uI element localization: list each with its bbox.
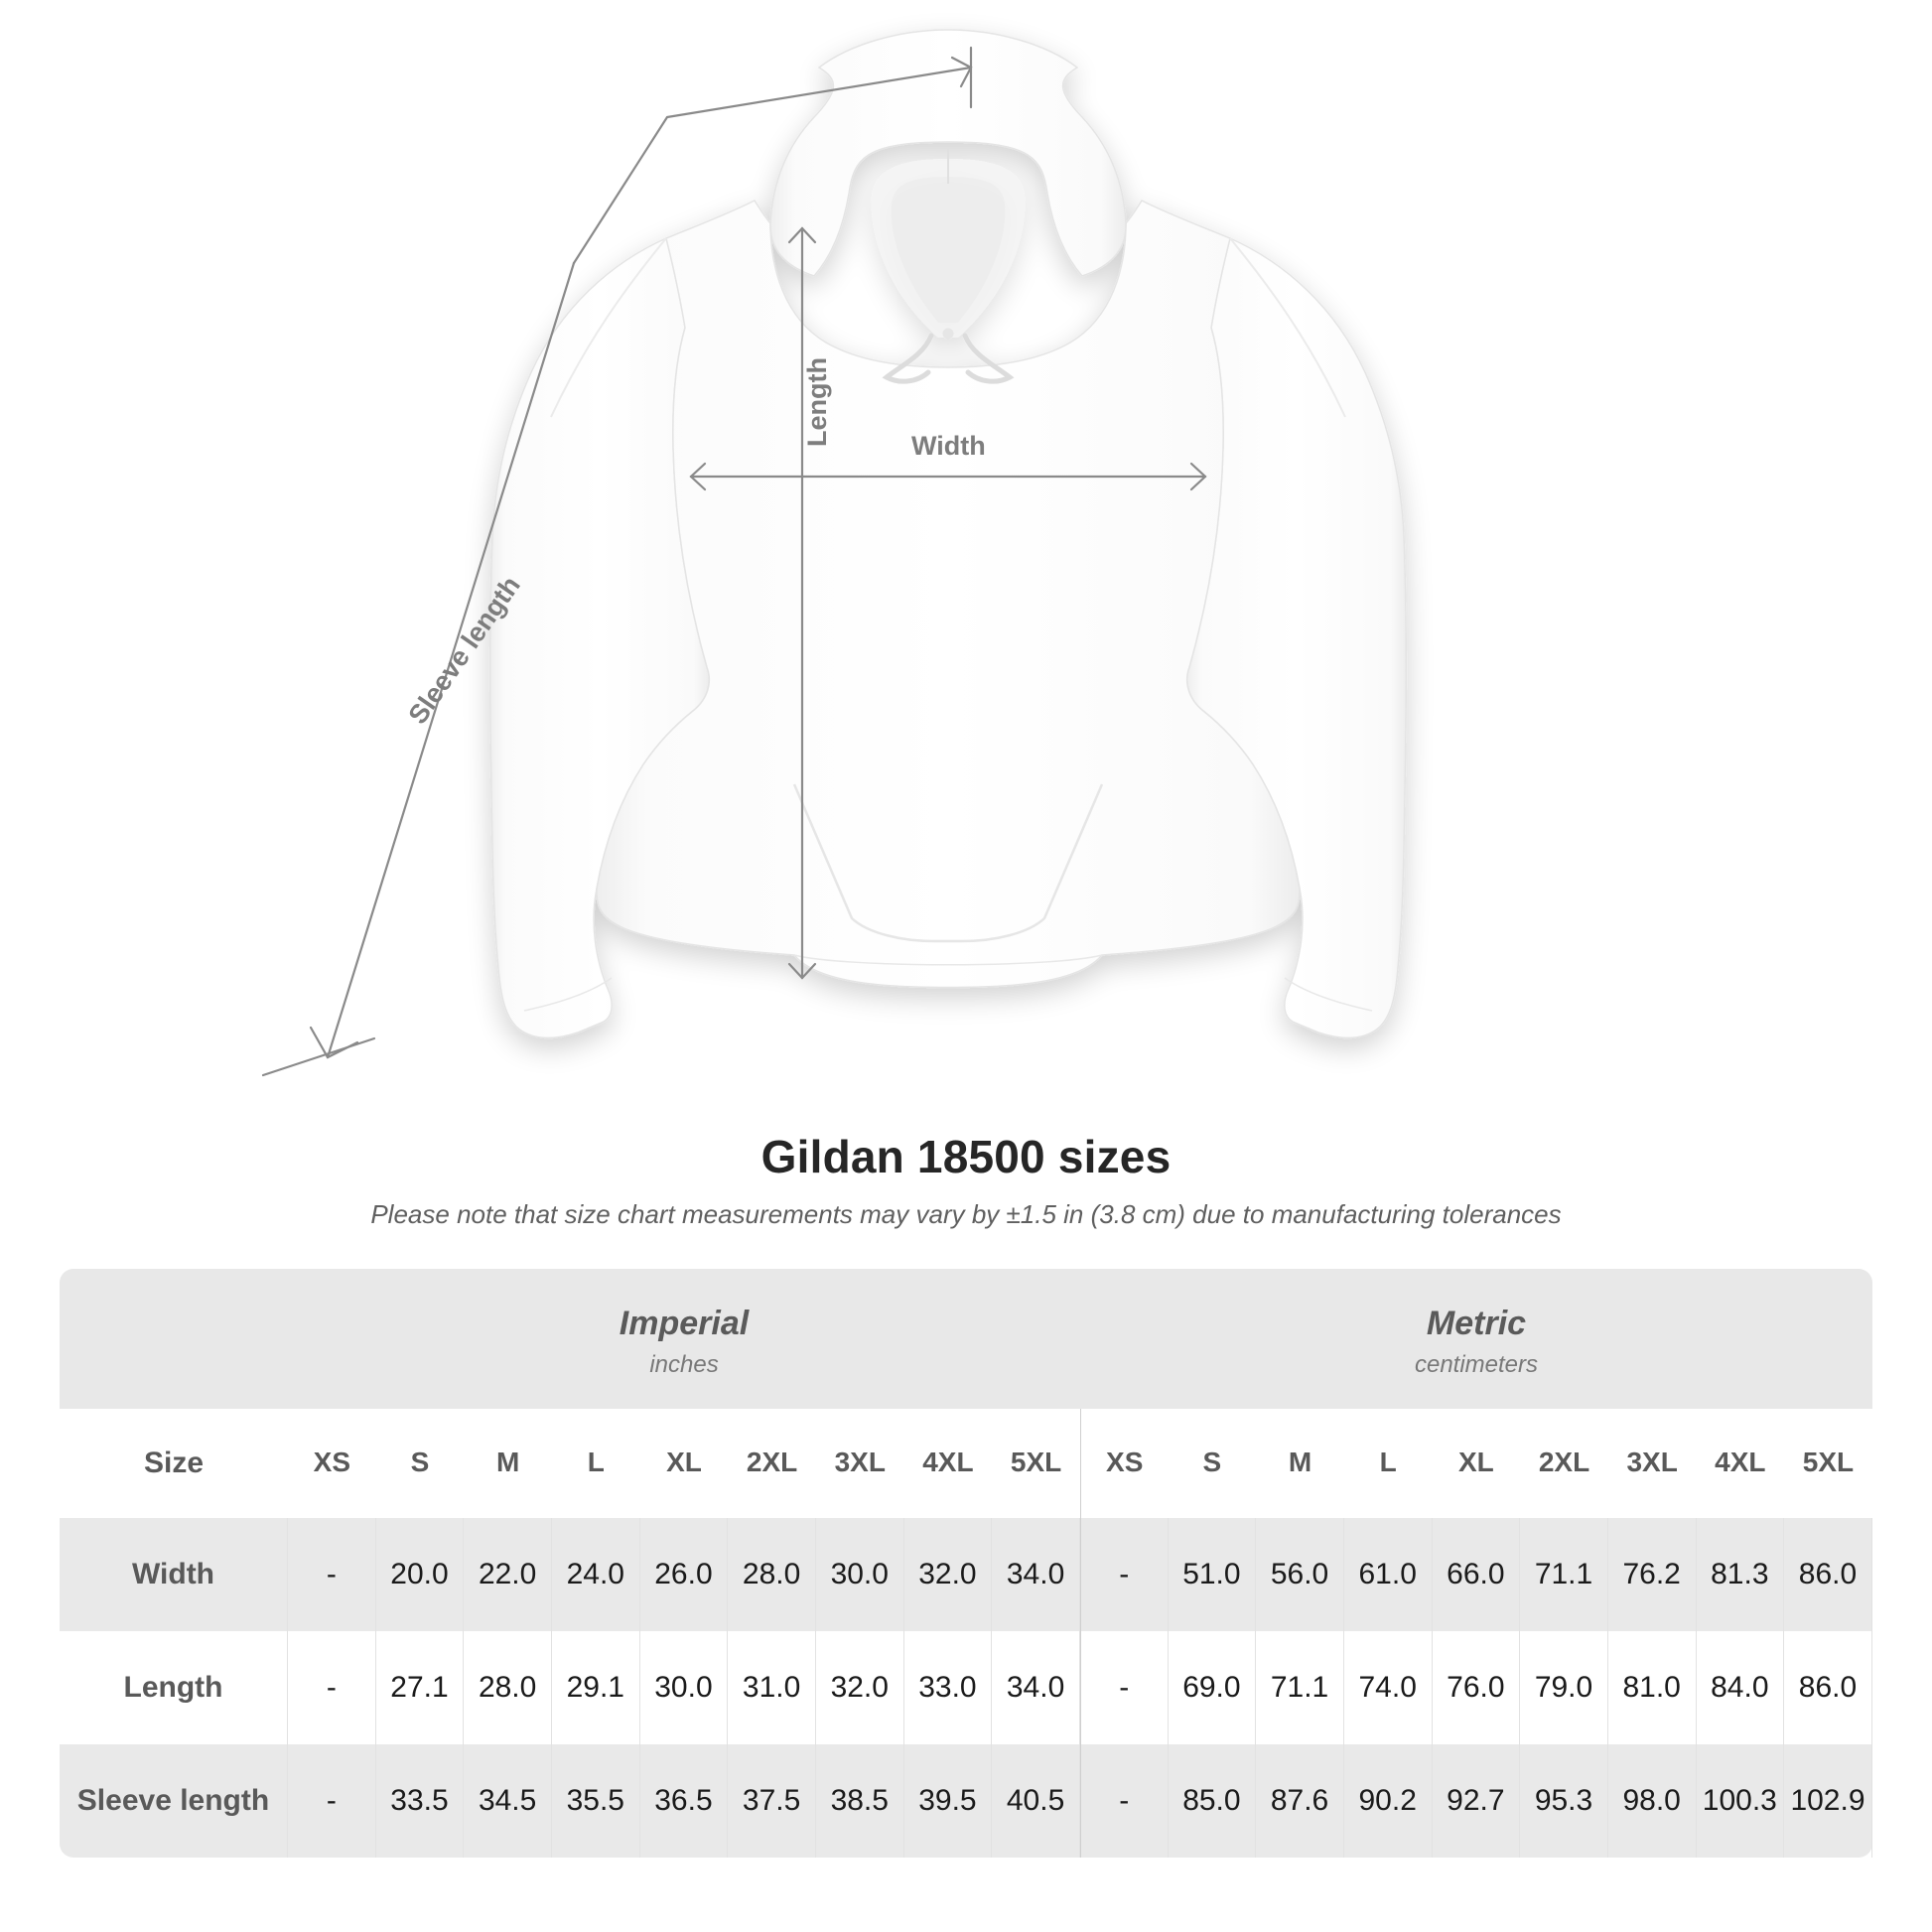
svg-text:Length: Length: [802, 357, 832, 447]
svg-text:Width: Width: [911, 431, 986, 461]
